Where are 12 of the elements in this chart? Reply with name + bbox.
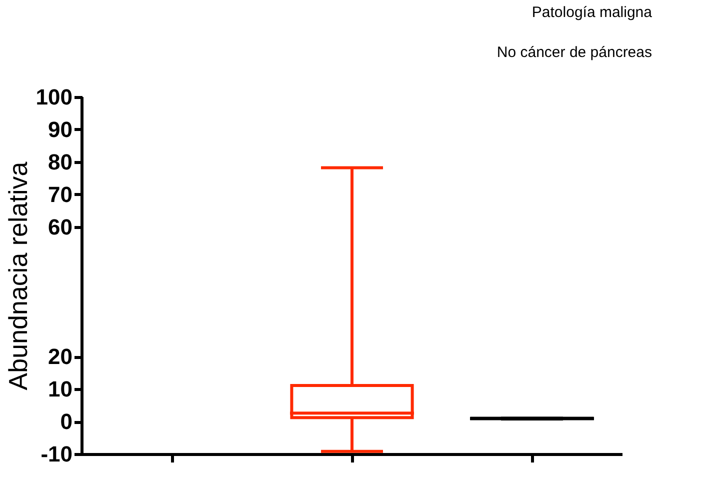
y-tick-label: -10 <box>40 442 72 466</box>
y-tick-label: 100 <box>36 84 72 110</box>
y-axis-title: Abundnacia relativa <box>2 161 33 390</box>
y-tick-label: 60 <box>48 214 72 240</box>
y-tick-label: 80 <box>48 149 72 174</box>
y-tick-label: 90 <box>48 116 72 142</box>
y-tick-label: 70 <box>48 182 72 207</box>
y-tick-label: 20 <box>48 344 72 370</box>
y-tick-label: 10 <box>48 376 72 402</box>
text: No cáncer de páncreas <box>496 44 652 61</box>
y-tick-label: 0 <box>60 409 72 434</box>
text: Patología maligna <box>532 4 653 21</box>
